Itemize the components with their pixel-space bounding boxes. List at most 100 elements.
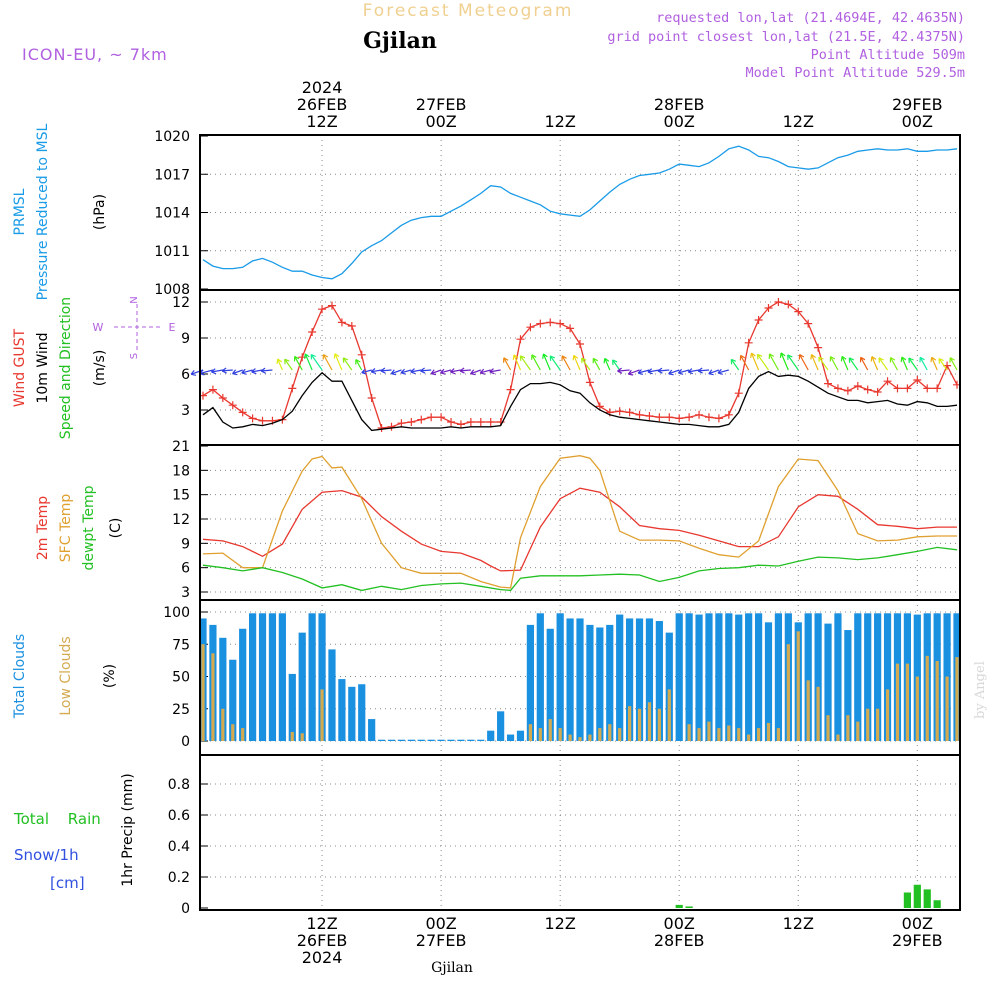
low-cloud-bar	[806, 680, 810, 741]
ylabel-dewpt: dewpt Temp	[81, 485, 97, 570]
wind-arrow	[677, 368, 690, 375]
point-altitude: Point Altitude 509m	[811, 47, 965, 63]
wind-arrow	[930, 356, 938, 371]
total-cloud-bar	[745, 613, 753, 741]
wind-arrow	[489, 368, 501, 375]
low-cloud-bar	[568, 734, 572, 741]
gust-marker	[764, 304, 773, 312]
grid-point-coords: grid point closest lon,lat (21.5E, 42.43…	[607, 29, 965, 45]
wind-arrow	[459, 367, 471, 374]
wind-arrow	[333, 353, 343, 371]
gust-marker	[913, 376, 922, 384]
compass-east: E	[169, 321, 176, 334]
ylabel-gust: Wind GUST	[12, 328, 28, 407]
time-label: 12Z	[306, 112, 337, 131]
gust-marker	[258, 416, 267, 425]
wind-arrow	[938, 358, 948, 371]
wind-arrow	[260, 367, 273, 374]
gust-marker	[208, 385, 217, 394]
rain-bar	[913, 884, 921, 908]
total-cloud-bar	[645, 618, 654, 741]
low-cloud-bar	[747, 734, 751, 741]
y-tick-label: 1008	[154, 282, 190, 298]
total-cloud-bar	[635, 618, 644, 741]
total-cloud-bar	[467, 739, 475, 741]
total-cloud-bar	[586, 624, 594, 741]
wind-arrow	[211, 368, 223, 375]
low-cloud-bar	[578, 737, 582, 741]
total-cloud-bar	[626, 618, 634, 741]
wind-arrow	[542, 353, 551, 371]
low-cloud-bar	[846, 715, 850, 741]
y-tick-label: 25	[172, 702, 190, 718]
gust-marker	[645, 412, 654, 420]
wind-arrow	[768, 353, 779, 371]
low-cloud-bar	[876, 708, 880, 741]
total-cloud-bar	[616, 614, 624, 741]
wind-arrow	[717, 368, 729, 375]
gust-marker	[744, 338, 753, 347]
low-cloud-bar	[657, 708, 661, 741]
gust-marker	[417, 415, 426, 424]
ylabel-low-clouds: Low Clouds	[58, 636, 74, 715]
total-cloud-bar	[844, 630, 852, 741]
total-cloud-bar	[229, 659, 237, 741]
legend-snow-unit: [cm]	[50, 874, 85, 892]
wind-arrow	[627, 369, 640, 376]
wind-arrow	[241, 368, 253, 375]
y-tick-label: 9	[181, 331, 190, 347]
gust-marker	[873, 388, 882, 396]
ylabel-ms: (m/s)	[92, 350, 108, 387]
gust-marker	[595, 402, 604, 411]
total-cloud-bar	[318, 613, 326, 741]
low-cloud-bar	[201, 644, 205, 741]
low-cloud-bar	[598, 728, 602, 741]
gust-marker	[536, 319, 545, 328]
wind-arrow	[512, 354, 522, 371]
total-cloud-bar	[288, 673, 296, 741]
ylabel-total-clouds: Total Clouds	[12, 634, 28, 719]
gust-marker	[824, 379, 833, 388]
low-cloud-bar	[766, 722, 771, 741]
wind-arrow	[304, 353, 313, 371]
low-cloud-bar	[290, 731, 294, 741]
wind-arrow	[531, 354, 541, 371]
series-10m-wind	[202, 370, 958, 432]
total-cloud-bar	[764, 622, 773, 741]
low-cloud-bar	[528, 724, 532, 741]
wind-arrow	[919, 356, 928, 371]
gust-marker	[675, 414, 684, 423]
total-cloud-bar	[546, 628, 554, 741]
gust-marker	[377, 424, 386, 432]
wind-arrow	[617, 367, 630, 374]
total-cloud-bar	[556, 613, 564, 741]
wind-arrow	[232, 369, 243, 376]
total-cloud-bar	[864, 613, 872, 741]
time-label: 12Z	[783, 914, 814, 933]
low-cloud-bar	[637, 708, 642, 741]
time-label: 26FEB	[297, 95, 348, 114]
low-cloud-bar	[727, 725, 731, 741]
wind-arrow	[284, 358, 293, 371]
panel-wind: 3 6 9 12 N W E S	[93, 289, 961, 446]
y-tick-label: 0.2	[168, 870, 190, 886]
gust-marker	[734, 389, 743, 398]
series-wind-gust	[202, 301, 958, 429]
wind-arrow	[798, 353, 809, 371]
gust-marker	[714, 414, 723, 423]
total-cloud-bar	[725, 613, 733, 741]
time-label: 00Z	[664, 914, 695, 933]
wind-arrow	[908, 357, 918, 371]
wind-arrow	[739, 354, 750, 371]
time-label: 2024	[302, 78, 343, 97]
gust-marker	[754, 316, 763, 324]
y-tick-label: 1017	[154, 167, 190, 183]
gust-marker	[794, 307, 803, 316]
low-cloud-bar	[945, 676, 949, 741]
total-cloud-bar	[506, 734, 515, 741]
low-cloud-bar	[955, 657, 959, 741]
total-cloud-bar	[249, 613, 257, 741]
gust-marker	[218, 394, 227, 402]
